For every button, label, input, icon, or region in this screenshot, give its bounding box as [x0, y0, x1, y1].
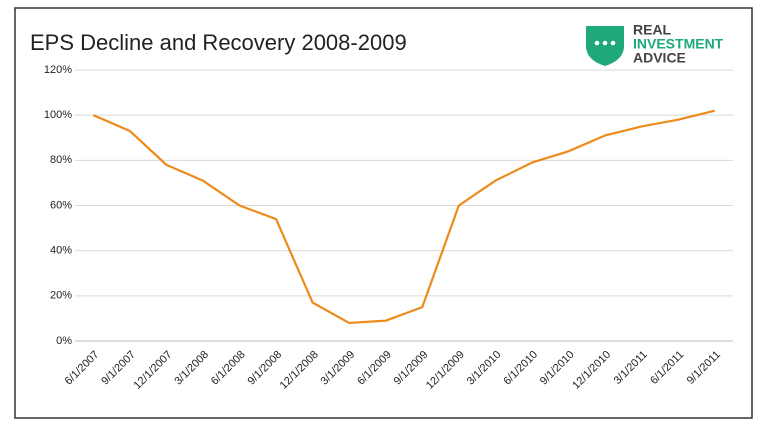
y-tick-label: 60% [50, 199, 72, 211]
y-tick-label: 120% [44, 64, 72, 76]
y-tick-label: 0% [56, 335, 72, 347]
data-line [92, 109, 715, 325]
chart-frame [14, 7, 753, 419]
logo-text: INVESTMENT [633, 36, 724, 52]
logo-shield [586, 26, 624, 66]
y-tick-label: 40% [50, 245, 72, 257]
chart-title: EPS Decline and Recovery 2008-2009 [30, 30, 407, 55]
y-tick-label: 100% [44, 109, 72, 121]
logo-text: ADVICE [633, 50, 686, 66]
logo-text: REAL [633, 22, 672, 38]
logo-dot [594, 40, 600, 46]
logo: REAL INVESTMENT ADVICE [586, 22, 724, 66]
y-tick-label: 80% [50, 154, 72, 166]
logo-dot [602, 40, 608, 46]
logo-dot [610, 40, 616, 46]
y-tick-label: 20% [50, 290, 72, 302]
